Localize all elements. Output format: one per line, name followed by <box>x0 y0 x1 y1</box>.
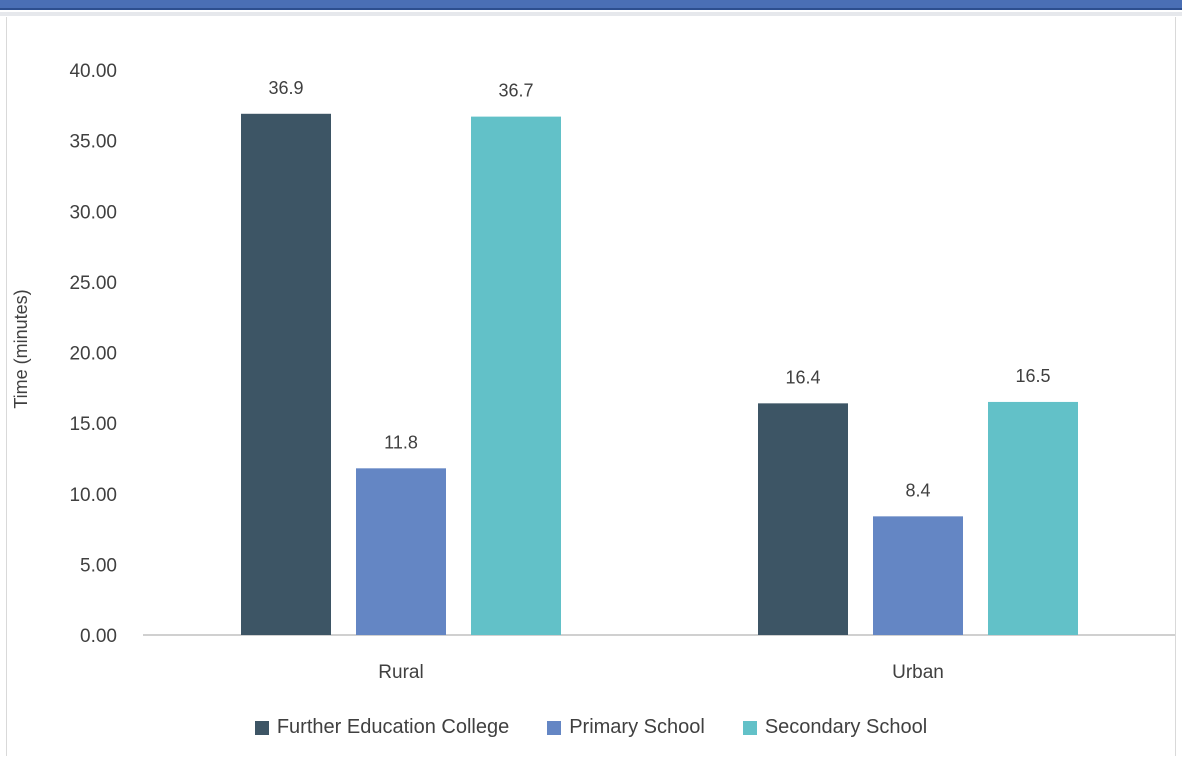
data-label: 8.4 <box>905 480 930 500</box>
y-tick-label: 40.00 <box>69 61 117 82</box>
y-tick-label: 25.00 <box>69 273 117 294</box>
y-tick-label: 5.00 <box>80 555 117 576</box>
legend-label: Secondary School <box>764 716 928 738</box>
window-separator <box>0 12 1182 16</box>
bar <box>241 113 331 636</box>
bars: 36.9 11.8 36.7 16.4 8.4 16.5 <box>241 78 1078 636</box>
data-label: 16.5 <box>1015 366 1050 386</box>
bar <box>471 116 561 636</box>
data-label: 36.7 <box>498 81 533 101</box>
bar <box>873 516 963 635</box>
x-category-label: Urban <box>892 662 944 683</box>
x-axis-categories: Rural Urban <box>378 662 944 683</box>
legend: Further Education College Primary School S… <box>0 716 1182 739</box>
data-label: 36.9 <box>268 78 303 98</box>
y-tick-label: 15.00 <box>69 414 117 435</box>
chart-frame <box>6 17 1176 756</box>
x-category-label: Rural <box>378 662 423 683</box>
y-tick-label: 0.00 <box>80 626 117 647</box>
y-tick-label: 30.00 <box>69 202 117 223</box>
y-tick-label: 10.00 <box>69 485 117 506</box>
y-tick-label: 20.00 <box>69 344 117 365</box>
legend-label: Primary School <box>569 716 705 738</box>
bar <box>988 401 1078 635</box>
legend-swatch <box>547 720 562 735</box>
bar <box>356 468 446 635</box>
legend-swatch <box>254 720 269 735</box>
data-label: 16.4 <box>785 367 820 387</box>
data-label: 11.8 <box>384 432 418 452</box>
y-axis-ticks: 0.00 5.00 10.00 15.00 20.00 25.00 30.00 35.00 40… <box>69 61 117 647</box>
legend-item: Further Education College <box>254 716 510 739</box>
legend-item: Secondary School <box>742 716 928 739</box>
bar <box>758 403 848 635</box>
window-top-band <box>0 0 1182 10</box>
legend-swatch <box>742 720 757 735</box>
y-tick-label: 35.00 <box>69 132 117 153</box>
legend-label: Further Education College <box>276 716 510 738</box>
legend-item: Primary School <box>547 716 705 739</box>
y-axis-label: Time (minutes) <box>11 289 31 408</box>
